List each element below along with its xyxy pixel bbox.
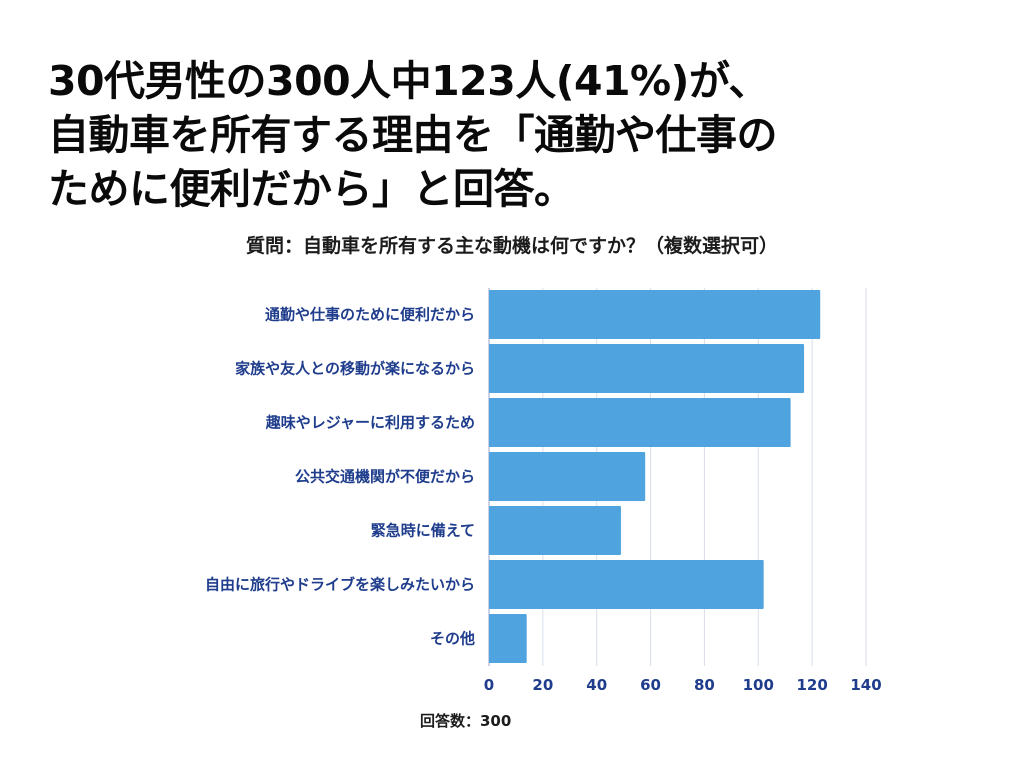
- bar: [489, 506, 621, 555]
- bar: [489, 560, 764, 609]
- x-tick-label: 120: [796, 676, 827, 694]
- category-label: 公共交通機関が不便だから: [295, 468, 475, 486]
- headline-line-3: ために便利だから」と回答。: [48, 165, 575, 213]
- respondent-count: 回答数：300: [420, 712, 512, 730]
- chart-question: 質問：自動車を所有する主な動機は何ですか？（複数選択可）: [245, 235, 778, 257]
- category-labels: 通勤や仕事のために便利だから家族や友人との移動が楽になるから趣味やレジャーに利用…: [205, 306, 475, 648]
- category-label: 家族や友人との移動が楽になるから: [235, 360, 475, 378]
- category-label: 緊急時に備えて: [371, 522, 475, 540]
- bar: [489, 614, 527, 663]
- x-tick-label: 20: [532, 676, 553, 694]
- bar: [489, 344, 805, 393]
- x-tick-label: 140: [850, 676, 881, 694]
- bar: [489, 398, 791, 447]
- category-label: その他: [430, 630, 475, 648]
- category-label: 趣味やレジャーに利用するため: [265, 414, 475, 432]
- bar: [489, 290, 821, 339]
- x-tick-label: 60: [640, 676, 661, 694]
- category-label: 通勤や仕事のために便利だから: [265, 306, 475, 324]
- x-tick-label: 0: [484, 676, 494, 694]
- headline-line-2: 自動車を所有する理由を「通勤や仕事の: [48, 111, 778, 159]
- headline: 30代男性の300人中123人(41%)が、 自動車を所有する理由を「通勤や仕事…: [48, 54, 1008, 216]
- headline-line-1: 30代男性の300人中123人(41%)が、: [48, 57, 770, 105]
- bars: [489, 290, 821, 663]
- x-tick-label: 40: [586, 676, 607, 694]
- x-tick-label: 80: [694, 676, 715, 694]
- x-axis-ticks: 0 20 40 60 80 100 120 140: [484, 676, 882, 694]
- bar: [489, 452, 646, 501]
- category-label: 自由に旅行やドライブを楽しみたいから: [205, 576, 475, 594]
- x-tick-label: 100: [743, 676, 774, 694]
